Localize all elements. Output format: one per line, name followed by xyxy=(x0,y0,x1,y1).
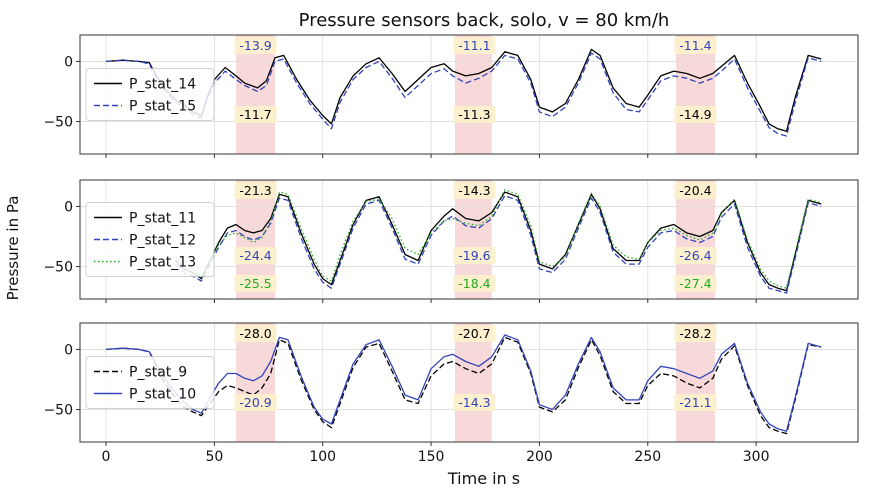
annotation-label: -11.1 xyxy=(458,38,490,53)
x-tick-label: 200 xyxy=(526,449,553,465)
x-tick-label: 300 xyxy=(743,449,770,465)
annotation-label: -26.4 xyxy=(679,248,711,263)
annotation-label: -25.5 xyxy=(239,276,271,291)
annotation-label: -18.4 xyxy=(458,276,490,291)
highlight-window xyxy=(675,35,715,154)
panel-1: -13.9 -11.7 -11.1 -11.3 -11.4 -14.9 0 −50 P_stat… xyxy=(43,34,859,158)
y-tick-label: 0 xyxy=(64,199,73,215)
x-axis-label: Time in s xyxy=(447,469,520,488)
legend-label: P_stat_9 xyxy=(129,365,187,381)
annotation-label: -20.4 xyxy=(679,183,711,198)
annotation-box xyxy=(453,182,496,199)
highlight-window xyxy=(454,35,492,154)
highlight-window xyxy=(675,323,715,442)
panels: -13.9 -11.7 -11.1 -11.3 -11.4 -14.9 0 −50 P_stat… xyxy=(43,34,859,465)
annotation-label: -21.1 xyxy=(679,395,711,410)
y-tick-label: −50 xyxy=(43,115,73,131)
annotation-box xyxy=(453,37,496,54)
series-line-P-stat-11 xyxy=(174,191,822,292)
annotation-label: -19.6 xyxy=(458,248,490,263)
series-line-P-stat-13 xyxy=(174,188,822,289)
figure-title: Pressure sensors back, solo, v = 80 km/h xyxy=(299,10,670,31)
legend-label: P_stat_10 xyxy=(129,387,196,403)
legend xyxy=(85,68,215,121)
annotation-box xyxy=(674,182,717,199)
x-tick-label: 100 xyxy=(309,449,336,465)
series-line-P-stat-12 xyxy=(174,194,822,294)
y-tick-label: 0 xyxy=(64,342,73,358)
y-tick-label: −50 xyxy=(43,403,73,419)
panel-frame xyxy=(79,179,859,300)
y-axis-label: Pressure in Pa xyxy=(4,196,22,301)
legend-label: P_stat_12 xyxy=(129,233,196,249)
legend xyxy=(85,202,215,277)
annotation-box xyxy=(234,275,277,292)
annotation-box xyxy=(234,106,277,123)
annotation-box xyxy=(234,247,277,264)
x-tick-label: 250 xyxy=(634,449,661,465)
x-tick-label: 50 xyxy=(205,449,223,465)
annotation-label: -14.3 xyxy=(458,395,490,410)
annotation-box xyxy=(674,247,717,264)
legend-label: P_stat_13 xyxy=(129,255,196,271)
panel-2: -21.3 -24.4 -25.5 -14.3 -19.6 -18.4 -20.4 -26.4… xyxy=(43,179,859,303)
y-tick-label: −50 xyxy=(43,260,73,276)
legend-label: P_stat_15 xyxy=(129,99,196,115)
annotation-label: -13.9 xyxy=(239,38,271,53)
annotation-box xyxy=(674,106,717,123)
panel-3: -28.0 -20.9 -20.7 -14.3 -28.2 -21.1 0 −50 0 50 100… xyxy=(43,322,859,465)
series-line-P-stat-10 xyxy=(105,334,822,432)
annotation-label: -14.9 xyxy=(679,107,711,122)
series-line-P-stat-9 xyxy=(105,336,822,435)
annotation-box xyxy=(453,325,496,342)
annotation-box xyxy=(453,106,496,123)
annotation-box xyxy=(234,394,277,411)
annotation-label: -14.3 xyxy=(458,183,490,198)
annotation-box xyxy=(453,247,496,264)
panel-frame xyxy=(79,34,859,155)
x-tick-label: 150 xyxy=(418,449,445,465)
annotation-label: -20.9 xyxy=(239,395,271,410)
annotation-label: -11.7 xyxy=(239,107,271,122)
annotation-box xyxy=(453,275,496,292)
annotation-box xyxy=(674,394,717,411)
highlight-window xyxy=(236,323,276,442)
highlight-window xyxy=(454,323,492,442)
annotation-label: -11.3 xyxy=(458,107,490,122)
x-tick-label: 0 xyxy=(102,449,111,465)
annotation-label: -21.3 xyxy=(239,183,271,198)
annotation-label: -11.4 xyxy=(679,38,711,53)
legend xyxy=(85,356,215,409)
legend-label: P_stat_11 xyxy=(129,211,196,227)
annotation-box xyxy=(453,394,496,411)
annotation-label: -28.0 xyxy=(239,326,271,341)
annotation-box xyxy=(674,37,717,54)
annotation-box xyxy=(674,275,717,292)
annotation-box xyxy=(234,182,277,199)
annotation-box xyxy=(674,325,717,342)
annotation-box xyxy=(234,325,277,342)
legend-label: P_stat_14 xyxy=(129,77,196,93)
highlight-window xyxy=(236,35,276,154)
annotation-label: -20.7 xyxy=(458,326,490,341)
annotation-label: -27.4 xyxy=(679,276,711,291)
annotation-label: -24.4 xyxy=(239,248,271,263)
annotation-box xyxy=(234,37,277,54)
annotation-label: -28.2 xyxy=(679,326,711,341)
panel-frame xyxy=(79,322,859,443)
y-tick-label: 0 xyxy=(64,54,73,70)
